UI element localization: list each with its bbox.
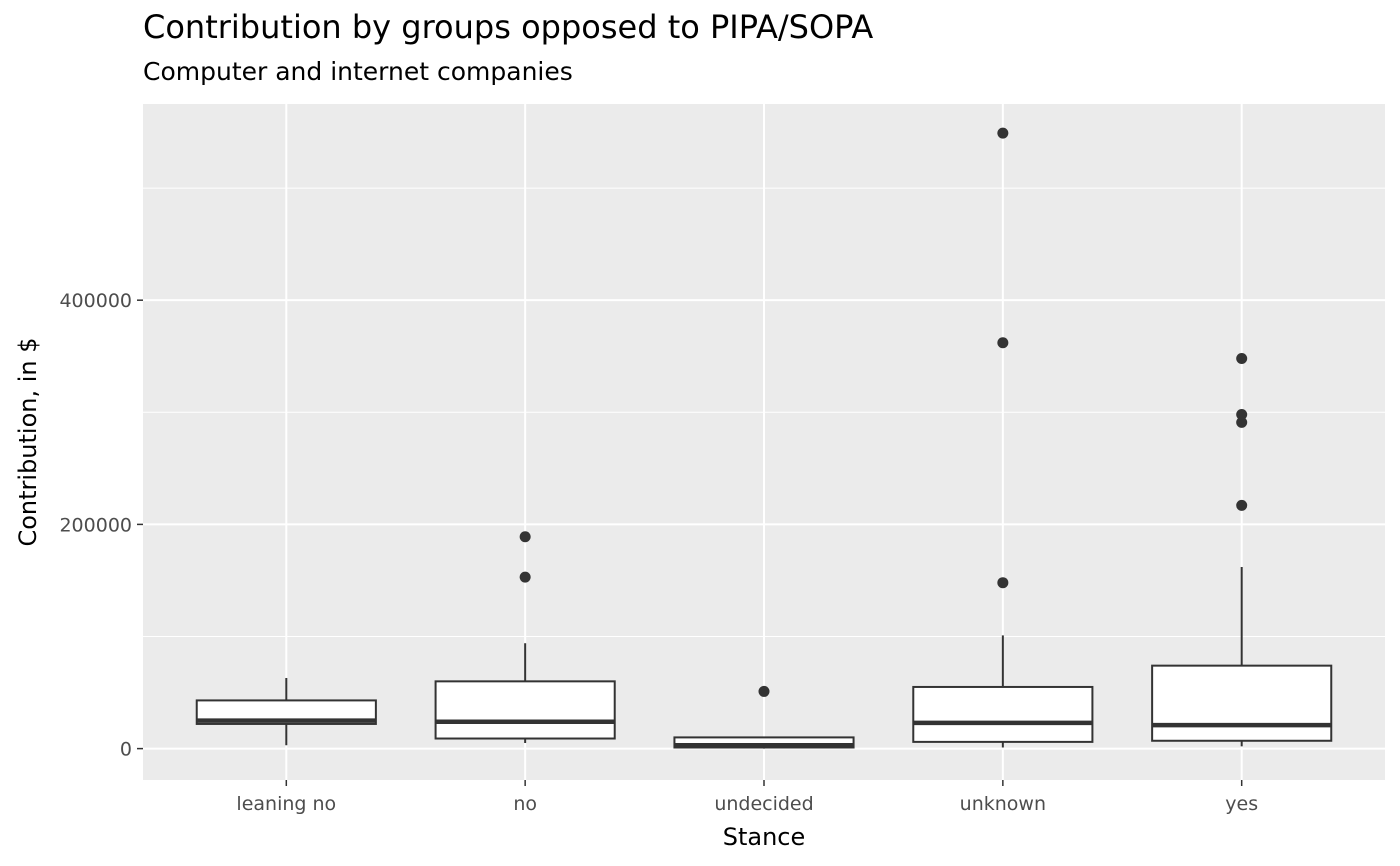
outlier-point (997, 337, 1009, 349)
box-iqr (912, 685, 1094, 743)
box-leaning-no (195, 677, 377, 746)
y-tick-label: 400000 (59, 290, 132, 312)
outlier-point (519, 571, 531, 583)
box-iqr (1151, 664, 1333, 742)
axes: 0 200000 400000 leaning no no undecided unknow… (59, 290, 1258, 815)
y-axis-title: Contribution, in $ (14, 337, 42, 546)
outlier-point (1236, 409, 1248, 421)
outlier-point (1236, 352, 1248, 364)
outlier-point (1236, 416, 1248, 428)
box-unknown (912, 127, 1094, 748)
boxes (195, 127, 1333, 749)
box-iqr (195, 699, 377, 725)
x-tick-label: undecided (714, 793, 813, 815)
x-tick-label: no (513, 793, 537, 815)
x-tick-label: leaning no (236, 793, 336, 815)
box-iqr (434, 680, 616, 740)
y-tick-label: 200000 (59, 514, 132, 536)
outlier-point (519, 531, 531, 543)
box-yes (1151, 352, 1333, 747)
outlier-point (997, 577, 1009, 589)
x-axis-title: Stance (723, 823, 806, 851)
outlier-point (1236, 499, 1248, 511)
box-undecided (673, 685, 855, 749)
x-tick-label: yes (1225, 793, 1258, 815)
chart-subtitle: Computer and internet companies (143, 57, 573, 86)
chart-title: Contribution by groups opposed to PIPA/S… (143, 8, 874, 46)
x-tick-label: unknown (960, 793, 1046, 815)
outlier-point (758, 685, 770, 697)
box-no (434, 531, 616, 744)
y-tick-label: 0 (120, 739, 132, 761)
outlier-point (997, 127, 1009, 139)
